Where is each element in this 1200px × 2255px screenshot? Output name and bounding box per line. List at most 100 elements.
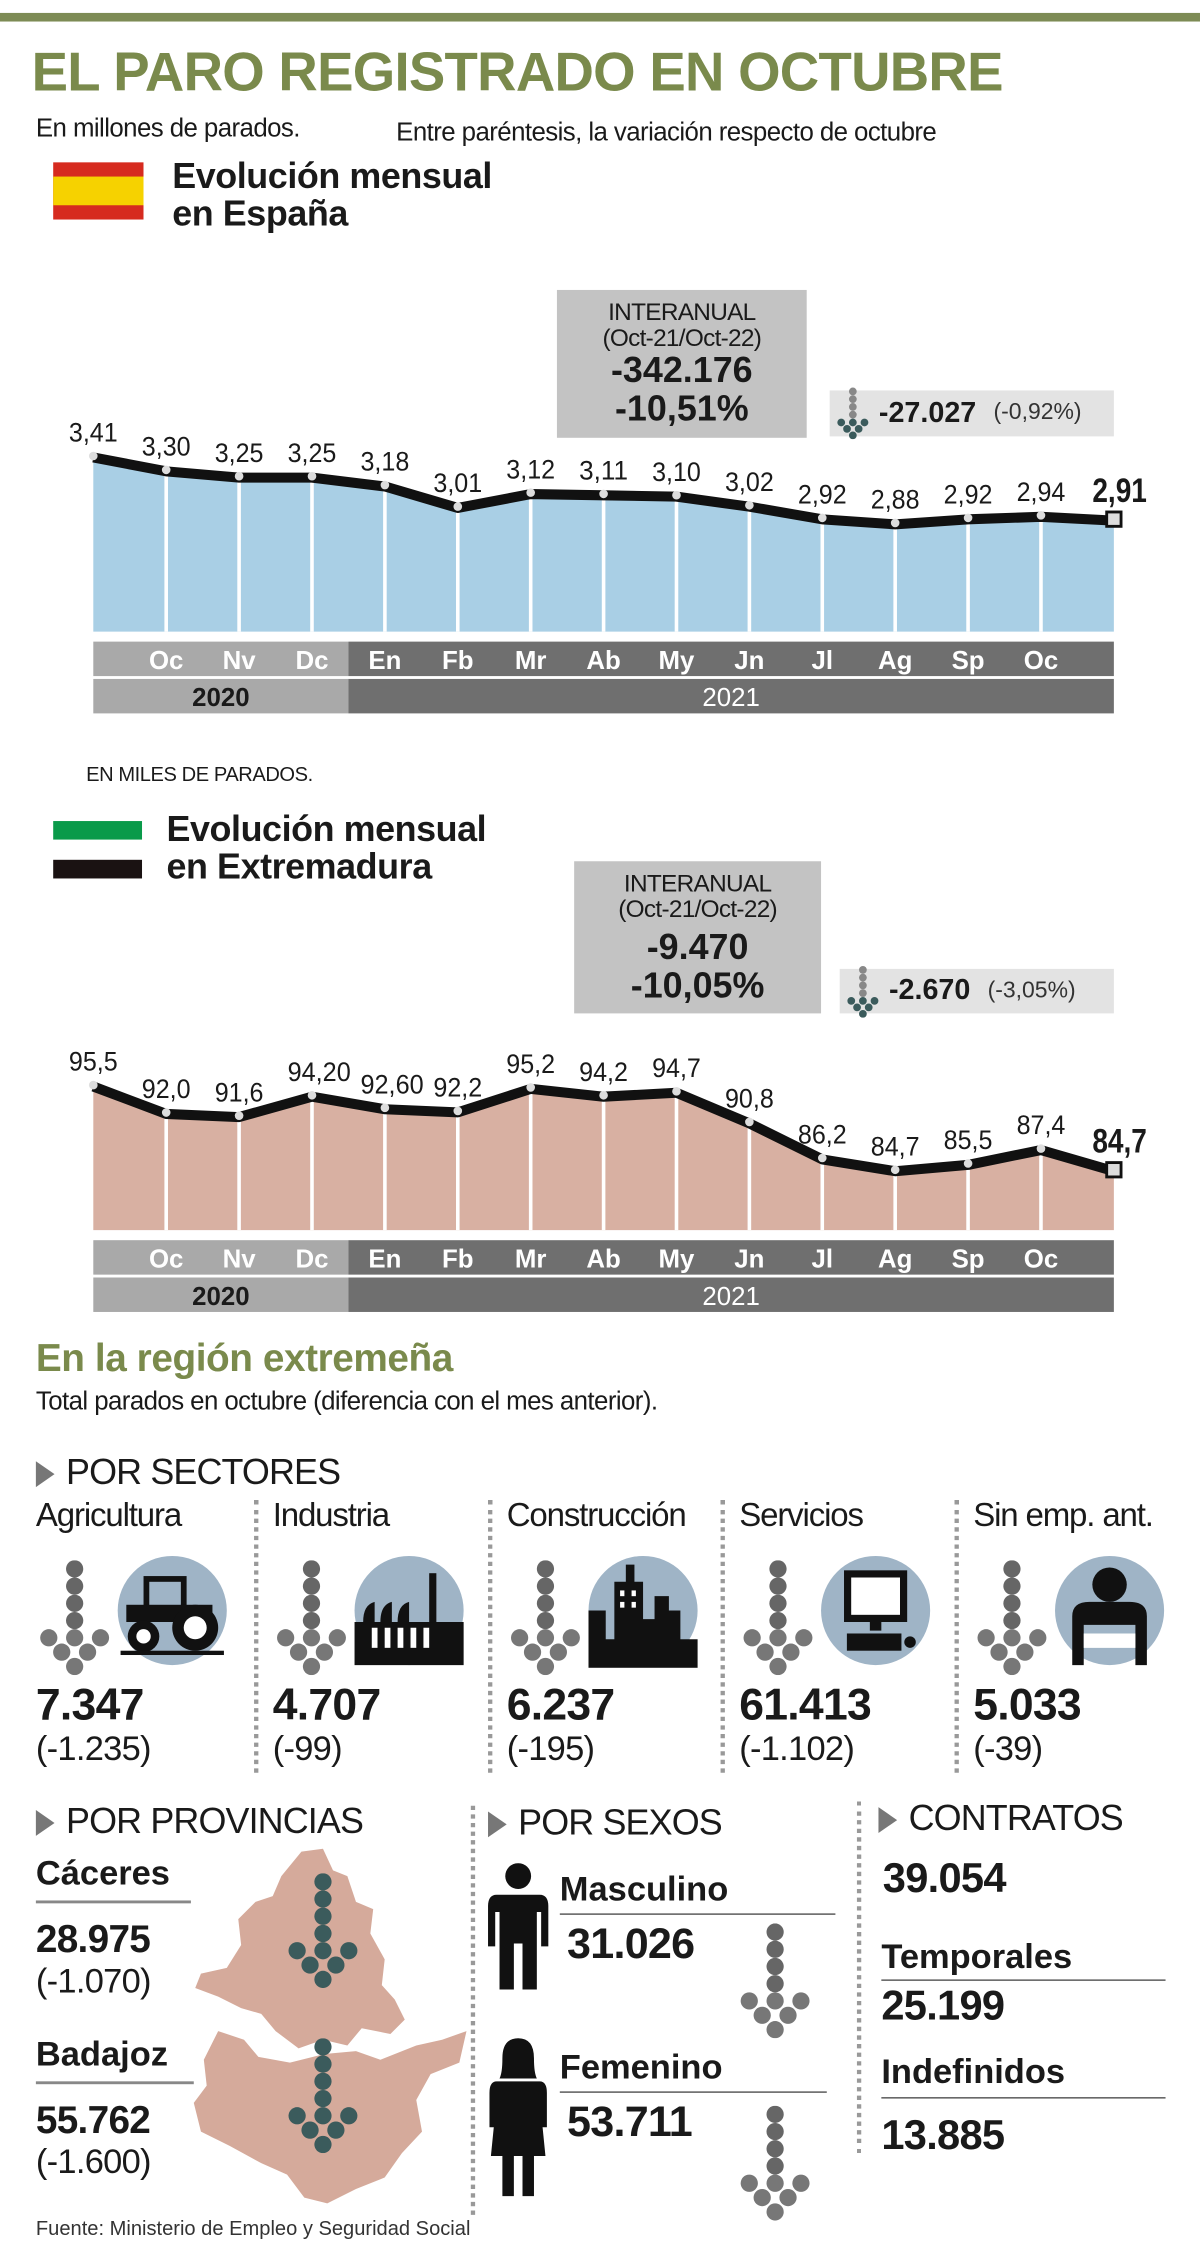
province-value: 55.762 bbox=[35, 2098, 151, 2142]
dot bbox=[847, 965, 879, 1017]
arrow-dot bbox=[853, 1002, 861, 1011]
sex-value: 31.026 bbox=[566, 1920, 695, 1968]
province-caceres: Cáceres 28.975 (-1.070) bbox=[35, 1855, 191, 2003]
sex-femenino: Femenino 53.711 bbox=[559, 2048, 827, 2147]
year-band-2020 bbox=[93, 678, 349, 714]
arrow-dot bbox=[859, 980, 867, 989]
spain-heading: Evolución mensual en España bbox=[172, 158, 492, 233]
arrow-dot bbox=[848, 395, 857, 404]
arrow-dot bbox=[314, 1873, 332, 1891]
interanual-value: -342.176 bbox=[610, 350, 753, 391]
data-point bbox=[161, 1108, 171, 1117]
contract-name: Temporales bbox=[881, 1938, 1166, 1981]
data-point bbox=[817, 513, 827, 523]
male-figure-icon bbox=[488, 1863, 549, 1990]
value-label: 95,5 bbox=[69, 1046, 118, 1077]
year-label: 2020 bbox=[192, 1283, 249, 1311]
monthly-change-value: -2.670 bbox=[888, 974, 971, 1007]
spain-area-chart: 3,41 3,30 3,25 3,25 3,18 3,01 3,12 3,11 3,10 3,02… bbox=[69, 417, 1147, 714]
extremadura-unit-note: EN MILES DE PARADOS. bbox=[86, 762, 313, 786]
month-band-2020 bbox=[93, 641, 349, 677]
arrow-dot bbox=[792, 2174, 810, 2192]
sex-masculino: Masculino 31.026 bbox=[559, 1870, 836, 1969]
provinces-title-text: POR PROVINCIAS bbox=[66, 1801, 364, 1842]
interanual-period: (Oct-21/Oct-22) bbox=[602, 324, 762, 352]
value-label: 86,2 bbox=[798, 1119, 847, 1150]
arrow-dot bbox=[314, 2038, 332, 2056]
arrow-dot bbox=[870, 996, 879, 1005]
arrow-dot bbox=[314, 2055, 332, 2073]
x-tick-label: Fb bbox=[442, 647, 474, 675]
extremadura-heading: Evolución mensual en Extremadura bbox=[167, 811, 487, 886]
arrow-dot bbox=[314, 1924, 332, 1943]
value-label: 3,01 bbox=[433, 467, 482, 498]
arrow-dot bbox=[523, 1643, 542, 1661]
x-tick-label: Jn bbox=[734, 647, 764, 675]
arrow-dot bbox=[66, 1629, 84, 1647]
arrow-dot bbox=[769, 1611, 787, 1630]
value-label: 3,18 bbox=[360, 446, 409, 477]
arrow-dot bbox=[511, 1629, 529, 1647]
caceres-down-arrow-icon bbox=[284, 1873, 362, 1989]
data-point bbox=[745, 500, 754, 510]
arrow-dot bbox=[795, 1629, 813, 1647]
x-tick-label: Dc bbox=[295, 647, 328, 675]
sector-name: Sin emp. ant. bbox=[973, 1495, 1154, 1534]
arrow-dot bbox=[766, 2174, 784, 2192]
arrow-dot bbox=[848, 403, 857, 411]
x-tick-label: Ag bbox=[878, 1245, 912, 1273]
data-point bbox=[672, 490, 681, 500]
interanual-percent: -10,05% bbox=[630, 966, 765, 1007]
x-tick-label: Jn bbox=[734, 1245, 764, 1273]
data-point bbox=[307, 1090, 317, 1100]
data-point-last bbox=[1105, 510, 1123, 528]
sector-1: Industria 4.707 (-99) bbox=[273, 1496, 464, 1768]
sector-change: (-1.102) bbox=[739, 1729, 855, 1769]
contracts-total: 39.054 bbox=[882, 1855, 1007, 1902]
arrow-dot bbox=[40, 1629, 58, 1647]
x-tick-label: Ab bbox=[586, 1245, 620, 1273]
x-tick-label: Dc bbox=[295, 1245, 328, 1273]
arrow-dot bbox=[314, 1942, 332, 1960]
spain-interanual-box: INTERANUAL (Oct-21/Oct-22) -342.176 -10,… bbox=[556, 289, 807, 438]
value-label: 92,2 bbox=[433, 1072, 482, 1103]
arrow-dot bbox=[848, 431, 857, 440]
arrow-dot bbox=[315, 1643, 334, 1661]
arrow-dot bbox=[302, 1611, 321, 1630]
arrow-dot bbox=[766, 2157, 784, 2175]
sector-3: Servicios 61.413 (-1.102) bbox=[739, 1496, 931, 1768]
year-label: 2020 bbox=[192, 684, 249, 712]
badajoz-down-arrow-icon bbox=[284, 2038, 362, 2154]
arrow-dot bbox=[1016, 1643, 1034, 1661]
dot bbox=[277, 1560, 346, 1676]
arrow-dot bbox=[848, 387, 857, 396]
arrow-dot bbox=[1003, 1577, 1021, 1595]
value-label: 2,92 bbox=[798, 479, 847, 510]
interanual-label: INTERANUAL bbox=[608, 298, 756, 326]
arrow-dot bbox=[314, 2089, 332, 2108]
data-point bbox=[526, 488, 535, 497]
value-label: 84,7 bbox=[1092, 1123, 1147, 1161]
spain-heading-line1: Evolución mensual bbox=[172, 156, 492, 197]
value-label: 90,8 bbox=[725, 1083, 774, 1114]
value-label: 3,25 bbox=[288, 437, 337, 468]
arrow-dot bbox=[340, 2107, 358, 2125]
arrow-dot bbox=[327, 2121, 345, 2139]
x-tick-label: Nv bbox=[223, 1245, 257, 1273]
arrow-dot bbox=[847, 996, 856, 1005]
arrow-dot bbox=[314, 1890, 332, 1908]
spain-heading-line2: en España bbox=[172, 193, 348, 234]
factory-icon bbox=[354, 1555, 464, 1666]
dot bbox=[977, 1560, 1047, 1676]
data-point bbox=[890, 1165, 900, 1175]
province-name: Badajoz bbox=[35, 2035, 194, 2085]
arrow-dot bbox=[766, 2140, 784, 2158]
province-change: (-1.070) bbox=[35, 1962, 152, 2001]
divider bbox=[488, 1499, 493, 1773]
sector-change: (-1.235) bbox=[35, 1729, 152, 1769]
extremadura-heading-line1: Evolución mensual bbox=[166, 809, 487, 850]
sector-down-arrow-icon bbox=[973, 1560, 1051, 1676]
arrow-dot bbox=[848, 410, 857, 419]
triangle-bullet-icon bbox=[878, 1806, 898, 1833]
